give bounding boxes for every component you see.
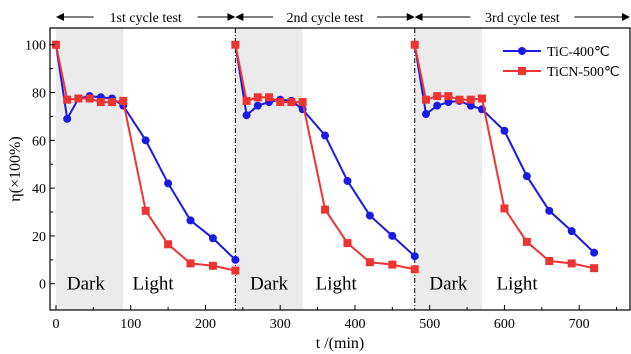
axis-layer: 0 100 200 300 400 500 600 700 0 20 40 60 80 100 [25,39,618,332]
dark-region [414,28,483,310]
y-axis-title: η(×100%) [7,136,24,201]
dark-region-layer [55,28,483,310]
data-point [141,206,150,215]
data-point [242,111,251,120]
data-point [321,131,330,140]
series-layer [51,40,599,275]
data-point [410,252,419,261]
region-label: Dark [429,274,467,295]
x-axis-title: t /(min) [316,335,364,352]
region-label: Dark [67,274,105,295]
dark-region [55,28,124,310]
region-label: Light [497,274,539,295]
x-tick-label: 500 [419,317,440,332]
y-tick-label: 80 [32,87,46,102]
data-point [365,211,374,220]
data-point [231,266,240,275]
data-point [253,93,262,102]
x-tick-label: 700 [569,317,590,332]
data-point [388,231,397,240]
data-point [500,126,509,135]
data-point [567,227,576,236]
region-label: Light [316,274,358,295]
data-point [264,93,273,102]
region-label: Light [133,274,175,295]
data-point [321,205,330,214]
data-point [208,234,217,243]
y-tick-label: 20 [32,230,46,245]
data-point [590,264,599,273]
data-point [74,94,83,103]
data-point [567,259,576,268]
data-point [545,257,554,266]
region-label: Dark [250,274,288,295]
x-tick-label: 600 [494,317,515,332]
y-tick-label: 60 [32,134,46,149]
data-point [500,204,509,213]
data-point [85,94,94,103]
legend-marker [518,47,526,55]
y-tick-label: 0 [39,278,46,293]
data-point [455,95,464,104]
cycle-label: 1st cycle test [110,11,182,26]
cycle-label-bg [93,7,198,27]
legend-label: TiCN-500℃ [547,65,620,80]
data-point [164,179,173,188]
data-point [164,240,173,249]
data-point [242,96,251,105]
data-point [231,255,240,264]
data-point [466,95,475,104]
data-point [208,261,217,270]
plot-frame-layer [49,27,631,311]
data-point [186,216,195,225]
data-point [444,92,453,101]
x-tick-label: 300 [270,317,291,332]
data-point [298,98,307,107]
data-point [478,94,487,103]
data-point [276,98,285,107]
data-point [433,92,442,101]
data-point [410,40,419,49]
legend: TiC-400℃ TiCN-500℃ [503,45,620,80]
text-layer: t /(min) η(×100%) 1st cycle test 2nd cycle … [7,7,630,352]
data-point [421,110,430,119]
plot-frame [49,27,631,311]
data-point [343,239,352,248]
cycle-label: 2nd cycle test [287,11,364,26]
data-point [343,176,352,185]
data-point [141,136,150,145]
data-point [186,259,195,268]
data-point [63,114,72,123]
data-point [253,101,262,110]
legend-marker [518,67,526,75]
data-point [522,237,531,246]
cycle-label-bg [273,7,378,27]
data-point [365,258,374,267]
data-point [96,98,105,107]
x-tick-label: 100 [120,317,141,332]
x-tick-label: 200 [195,317,216,332]
x-tick-label: 0 [52,317,59,332]
data-point [287,98,296,107]
data-point [433,101,442,110]
x-tick-label: 400 [344,317,365,332]
data-point [108,98,117,107]
dark-region [235,28,303,310]
data-point [421,95,430,104]
y-tick-label: 100 [25,39,46,54]
data-point [119,96,128,105]
data-point [231,40,240,49]
data-point [590,248,599,257]
data-point [388,260,397,269]
data-point [63,95,72,104]
data-point [51,40,60,49]
legend-label: TiC-400℃ [547,45,610,60]
y-tick-label: 40 [32,182,46,197]
cycle-label-bg [470,7,575,27]
cycle-label: 3rd cycle test [485,11,560,26]
data-point [522,172,531,181]
data-point [545,206,554,215]
data-point [410,265,419,274]
